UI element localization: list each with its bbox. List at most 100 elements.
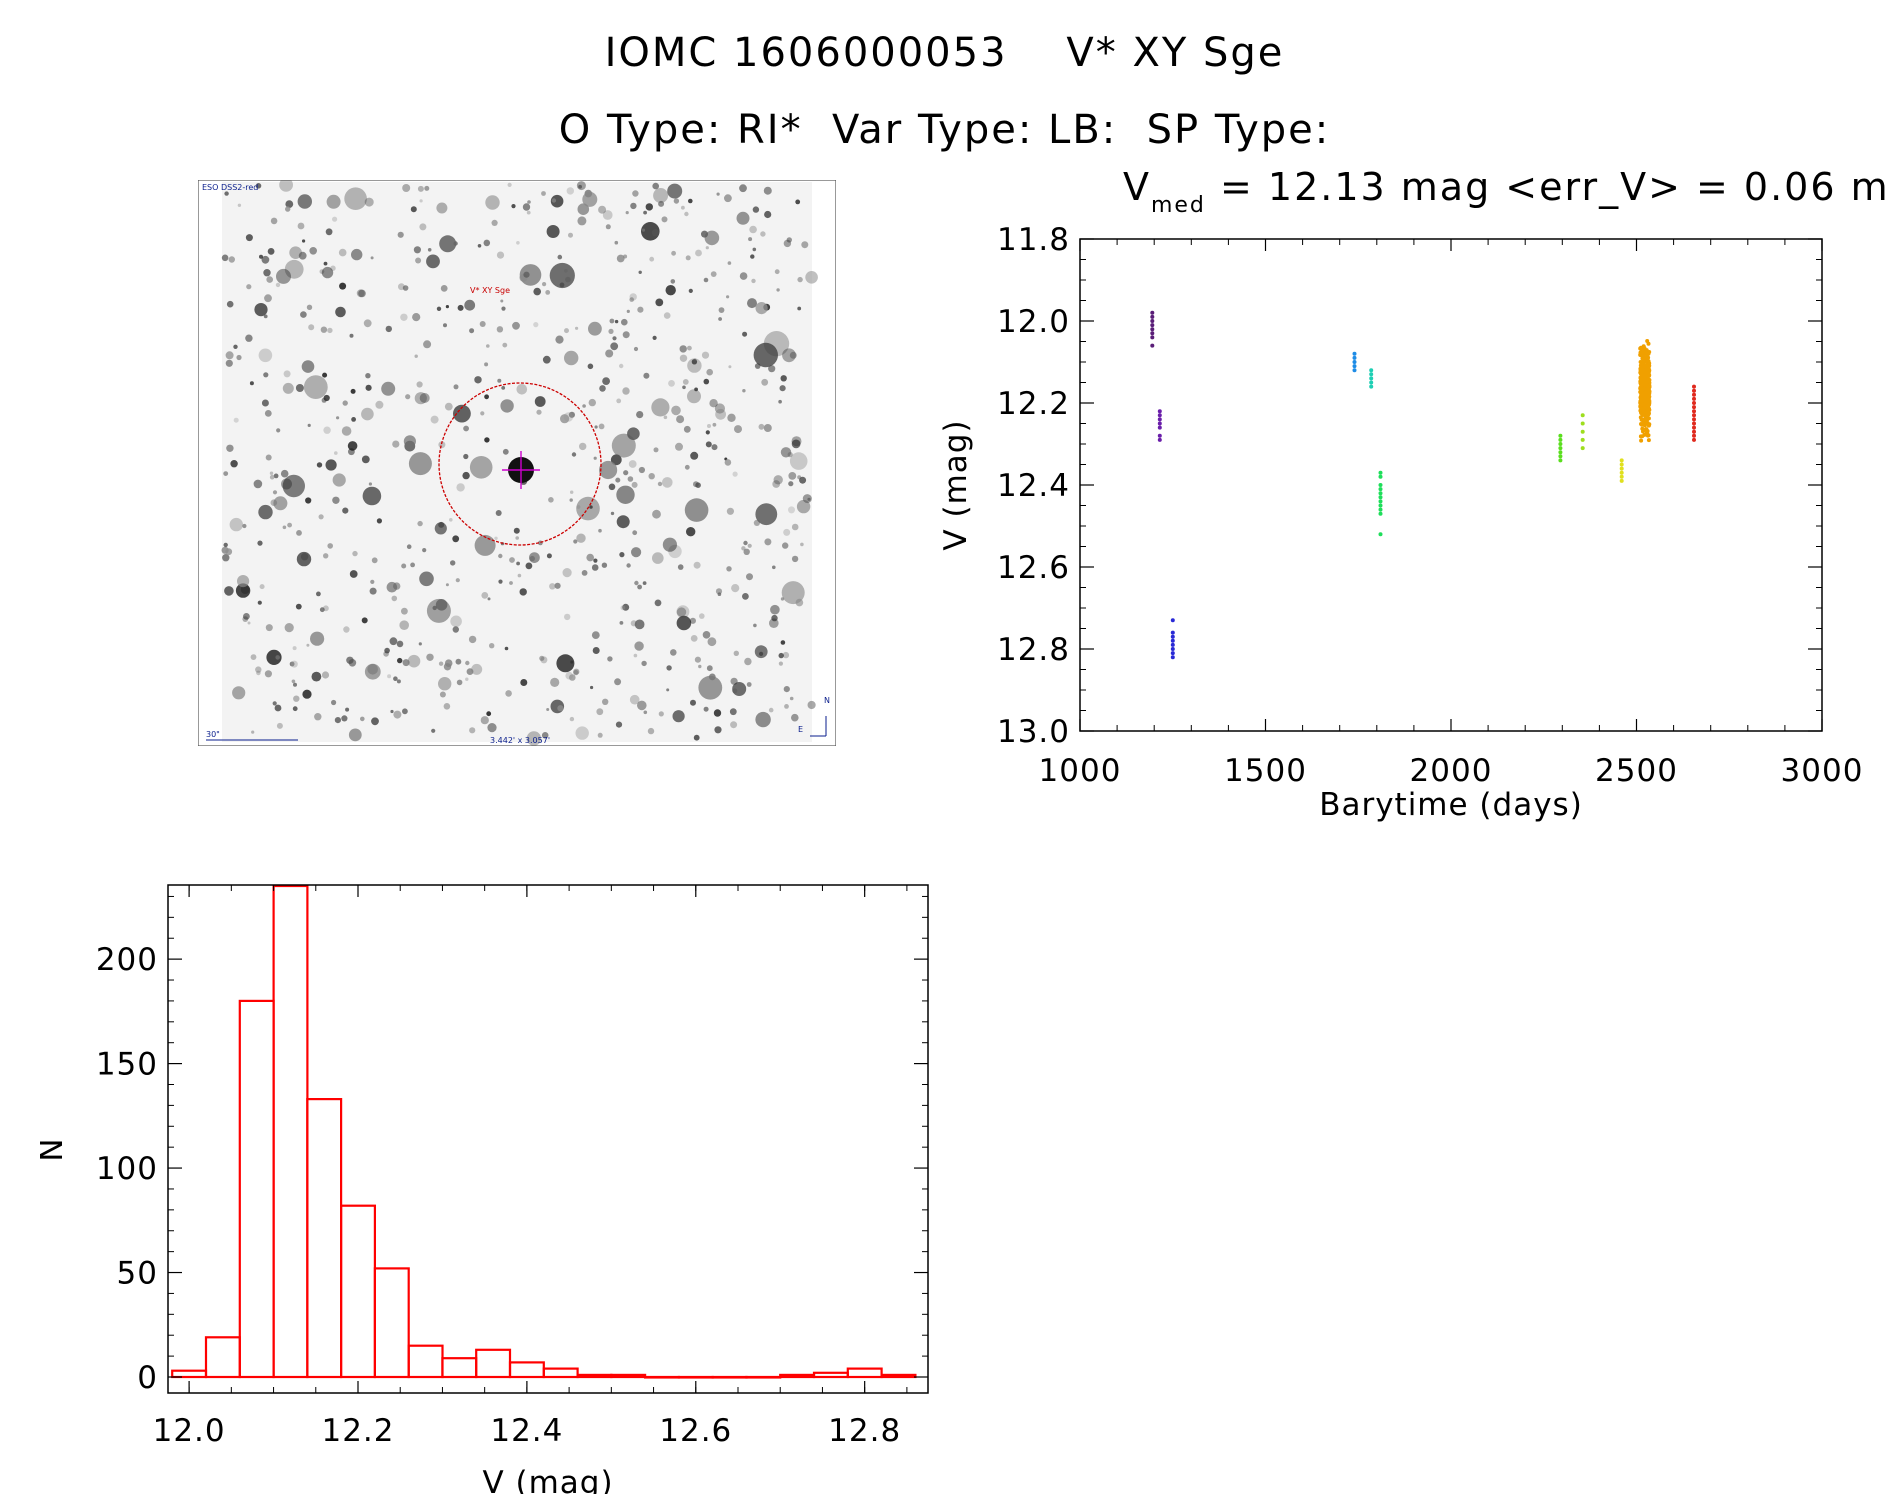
data-point	[1150, 331, 1155, 336]
data-point	[1150, 343, 1155, 348]
star	[396, 640, 404, 648]
star	[327, 327, 333, 334]
star	[761, 378, 769, 386]
data-point	[1692, 433, 1696, 438]
star	[581, 570, 588, 576]
data-point	[1170, 655, 1175, 660]
data-point	[1646, 438, 1651, 443]
star	[754, 363, 761, 369]
star	[637, 306, 644, 313]
star	[439, 691, 446, 698]
data-point	[1170, 651, 1175, 656]
aperture-circle	[438, 382, 602, 546]
data-point	[1646, 433, 1651, 438]
data-point	[1150, 323, 1155, 328]
star	[307, 423, 311, 427]
star	[621, 318, 628, 326]
data-point	[1646, 341, 1651, 346]
star	[391, 595, 398, 602]
star	[579, 442, 587, 451]
star	[772, 565, 776, 570]
star	[717, 592, 722, 596]
star	[643, 210, 647, 215]
star	[718, 307, 725, 313]
data-point	[1619, 458, 1624, 463]
star	[627, 476, 634, 482]
star	[742, 593, 749, 600]
star	[487, 597, 491, 601]
star	[542, 282, 547, 287]
star	[321, 671, 330, 679]
star	[693, 561, 701, 569]
y-tick-label: 200	[96, 942, 158, 978]
x-tick-label: 3000	[1781, 753, 1864, 789]
star	[390, 709, 394, 714]
star	[381, 381, 396, 396]
star	[791, 523, 799, 531]
star	[671, 405, 681, 416]
star	[386, 581, 398, 593]
star	[456, 679, 463, 686]
histogram-bar	[508, 1361, 545, 1379]
star	[598, 528, 602, 533]
star	[417, 185, 424, 192]
star	[776, 288, 780, 292]
star	[588, 398, 596, 407]
x-tick-label: 1500	[1224, 753, 1307, 789]
star	[755, 503, 778, 526]
star	[577, 216, 587, 226]
data-point	[1692, 392, 1696, 397]
data-point	[1369, 376, 1374, 381]
star	[626, 309, 630, 313]
star	[590, 685, 594, 690]
star	[657, 481, 663, 487]
star	[457, 304, 464, 311]
data-point	[1170, 638, 1175, 643]
star	[652, 182, 659, 190]
star	[385, 325, 392, 333]
star	[687, 389, 701, 404]
star	[272, 701, 277, 706]
star	[706, 368, 713, 376]
star	[634, 619, 645, 630]
star	[435, 599, 448, 611]
star	[782, 542, 789, 549]
star	[619, 552, 625, 558]
star	[619, 363, 624, 369]
histogram-bar	[711, 1375, 748, 1379]
star	[596, 708, 604, 716]
data-point	[1641, 428, 1646, 432]
data-point	[1558, 437, 1563, 442]
star	[682, 385, 686, 390]
data-point	[1692, 384, 1696, 389]
star	[364, 197, 374, 207]
star	[259, 584, 265, 590]
star	[276, 722, 283, 729]
star	[685, 255, 691, 261]
star	[564, 350, 579, 366]
star	[614, 678, 622, 686]
histogram-bars	[171, 884, 917, 1379]
star	[504, 646, 509, 651]
star	[599, 385, 606, 392]
star	[221, 254, 229, 262]
star	[295, 603, 302, 610]
star	[284, 259, 304, 279]
star	[254, 303, 268, 317]
star	[705, 246, 709, 250]
star	[677, 564, 684, 570]
star	[768, 365, 776, 373]
data-point	[1369, 380, 1374, 385]
star	[223, 542, 228, 548]
star	[346, 656, 354, 664]
data-point	[1642, 406, 1647, 410]
star	[253, 479, 263, 489]
star	[658, 711, 664, 717]
data-point	[1641, 360, 1646, 365]
star	[533, 322, 539, 328]
star	[608, 483, 616, 491]
data-point	[1641, 344, 1646, 349]
star	[702, 631, 711, 639]
histogram-bar	[677, 1375, 714, 1379]
star	[703, 706, 709, 712]
